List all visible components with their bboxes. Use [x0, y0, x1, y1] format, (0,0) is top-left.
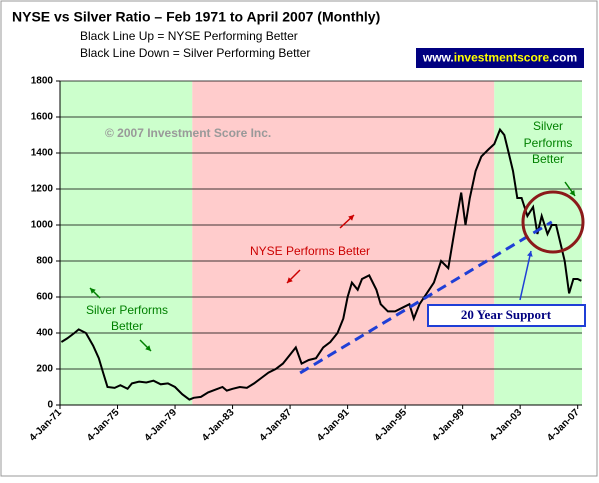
- arrow-head: [348, 215, 354, 221]
- highlight-circle: [521, 190, 585, 254]
- y-tick-label: 1600: [31, 112, 54, 123]
- annotation: Silver Performs: [86, 303, 168, 317]
- badge-part: investmentscore: [454, 51, 550, 65]
- badge-part: .com: [549, 51, 577, 65]
- arrow-head: [287, 277, 293, 283]
- support-box: [427, 304, 586, 327]
- y-tick-label: 600: [36, 292, 53, 303]
- y-tick-label: 800: [36, 256, 53, 267]
- arrow-head: [145, 345, 151, 351]
- y-tick-label: 0: [47, 400, 53, 411]
- region: [60, 81, 193, 405]
- region: [192, 81, 495, 405]
- y-tick-label: 1800: [31, 76, 54, 87]
- badge: [414, 46, 586, 70]
- annotation: 20 Year Support: [461, 307, 552, 322]
- annotation: NYSE Performs Better: [250, 244, 370, 258]
- y-tick-label: 1000: [31, 220, 54, 231]
- y-tick-label: 1400: [31, 148, 54, 159]
- annotation: Performs: [524, 136, 573, 150]
- arrow-head: [527, 251, 533, 257]
- region: [494, 81, 582, 405]
- y-tick-label: 1200: [31, 184, 54, 195]
- chart-title: NYSE vs Silver Ratio – Feb 1971 to April…: [12, 9, 380, 25]
- subtitle: Black Line Up = NYSE Performing Better: [80, 29, 298, 43]
- badge-text: www.investmentscore.com: [422, 51, 577, 65]
- y-tick-label: 400: [36, 328, 53, 339]
- series-line: [60, 127, 582, 401]
- support-line: [299, 220, 553, 375]
- arrow-head: [90, 288, 96, 294]
- annotation: Better: [532, 152, 564, 166]
- annotation: Silver: [533, 119, 563, 133]
- arrow: [519, 250, 532, 301]
- arrow-head: [569, 190, 575, 196]
- badge-part: www.: [422, 51, 454, 65]
- annotation: © 2007 Investment Score Inc.: [105, 126, 271, 140]
- subtitle: Black Line Down = Silver Performing Bett…: [80, 46, 310, 60]
- y-tick-label: 200: [36, 364, 53, 375]
- annotation: Better: [111, 319, 143, 333]
